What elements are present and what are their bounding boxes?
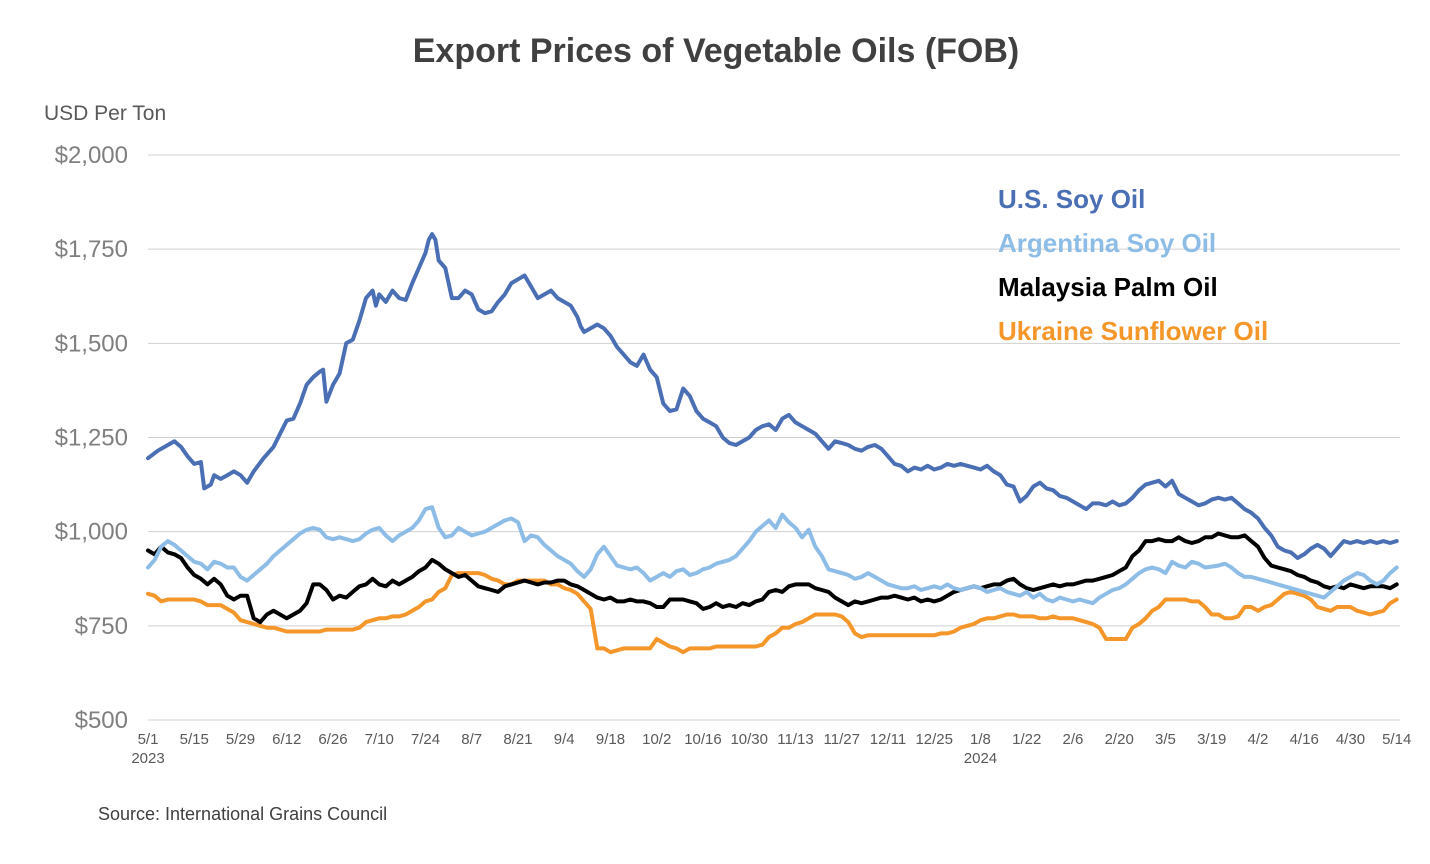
source-note: Source: International Grains Council (98, 804, 387, 824)
x-tick-label: 8/7 (461, 731, 482, 748)
x-tick-label: 6/26 (318, 731, 347, 748)
x-tick-label: 4/16 (1290, 731, 1319, 748)
x-tick-label: 3/5 (1155, 731, 1176, 748)
y-tick-label: $1,250 (55, 425, 128, 452)
x-tick-label: 10/16 (684, 731, 722, 748)
x-tick-label: 2/20 (1105, 731, 1134, 748)
x-tick-labels: 5/1 5/15 5/29 6/12 6/26 7/10 7/24 8/7 8/21 9/4 9/1… (131, 731, 1411, 767)
legend: U.S. Soy Oil Argentina Soy Oil Malaysia … (998, 184, 1268, 346)
legend-ukraine-sunflower-oil: Ukraine Sunflower Oil (998, 316, 1268, 346)
x-tick-label: 12/11 (870, 731, 906, 748)
x-tick-label: 5/14 (1382, 731, 1411, 748)
chart-title: Export Prices of Vegetable Oils (FOB) (413, 32, 1020, 70)
x-tick-label: 3/19 (1197, 731, 1226, 748)
y-tick-label: $1,000 (55, 519, 128, 546)
y-tick-label: $750 (75, 613, 128, 640)
y-tick-label: $2,000 (55, 142, 128, 169)
series-line-malaysia-palm-oil (146, 531, 1399, 625)
x-tick-label: 5/29 (226, 731, 255, 748)
y-tick-labels: $2,000 $1,750 $1,500 $1,250 $1,000 $750 $500 (55, 142, 128, 734)
x-tick-label: 10/30 (730, 731, 768, 748)
y-axis-label: USD Per Ton (44, 102, 166, 125)
series-line-ukraine-sunflower-oil (146, 571, 1399, 655)
x-tick-label: 5/1 (138, 731, 159, 748)
x-year-label: 2024 (964, 750, 997, 767)
x-tick-label: 5/15 (180, 731, 209, 748)
y-tick-label: $1,750 (55, 236, 128, 263)
x-tick-label: 8/21 (503, 731, 532, 748)
x-tick-label: 11/27 (824, 731, 860, 748)
legend-malaysia-palm-oil: Malaysia Palm Oil (998, 272, 1218, 302)
series-line-u-s-soy-oil (146, 232, 1399, 560)
x-tick-label: 2/6 (1063, 731, 1084, 748)
x-tick-label: 4/2 (1248, 731, 1269, 748)
x-tick-label: 11/13 (777, 731, 813, 748)
x-tick-label: 9/18 (596, 731, 625, 748)
y-tick-label: $1,500 (55, 330, 128, 357)
x-tick-label: 1/22 (1012, 731, 1041, 748)
gridlines (148, 154, 1400, 721)
x-tick-label: 9/4 (554, 731, 575, 748)
x-tick-label: 10/2 (642, 731, 671, 748)
x-tick-label: 12/25 (915, 731, 953, 748)
x-tick-label: 4/30 (1336, 731, 1365, 748)
y-tick-label: $500 (75, 707, 128, 734)
x-tick-label: 6/12 (272, 731, 301, 748)
legend-us-soy-oil: U.S. Soy Oil (998, 184, 1145, 214)
x-tick-label: 7/24 (411, 731, 440, 748)
series-line-argentina-soy-oil (146, 505, 1399, 606)
x-tick-label: 7/10 (365, 731, 394, 748)
x-year-label: 2023 (131, 750, 164, 767)
series-lines (146, 232, 1399, 655)
legend-argentina-soy-oil: Argentina Soy Oil (998, 228, 1216, 258)
x-tick-label: 1/8 (970, 731, 991, 748)
